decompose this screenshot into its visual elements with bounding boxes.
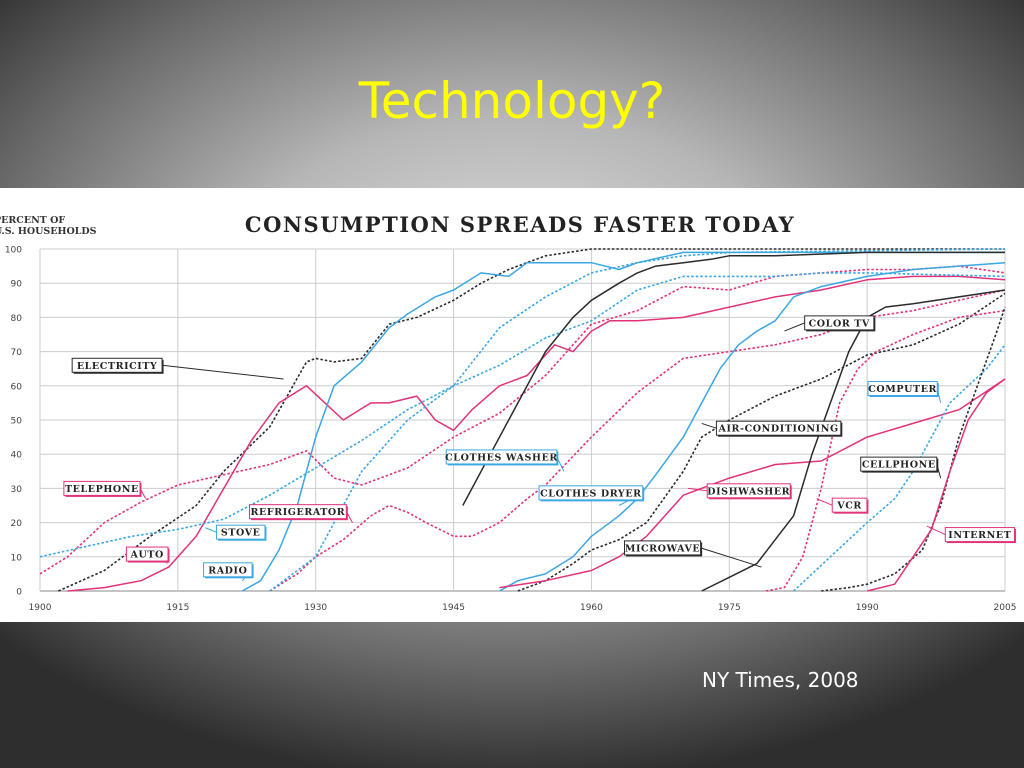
series-line-clothes-washer [269,272,1006,592]
series-line-radio [241,251,1005,592]
y-tick-label: 90 [11,280,23,290]
label-box-clothes-dryer [538,485,644,501]
series-line-microwave [701,289,1006,592]
y-tick-label: 40 [11,451,23,461]
x-tick-label: 1930 [304,603,327,613]
chart-title: CONSUMPTION SPREADS FASTER TODAY [245,212,795,237]
label-leader-color-tv [784,322,805,332]
series-label-electricity: ELECTRICITY [77,361,158,372]
series-label-internet: INTERNET [948,530,1011,541]
label-box-air-conditioning [715,420,842,436]
series-line-air-conditioning [517,292,1006,592]
label-box-cellphone [860,456,938,472]
series-line-vcr [765,309,1006,592]
series-label-vcr: VCR [836,501,862,512]
label-box-auto [125,546,169,562]
series-line-dishwasher [499,378,1006,589]
source-credit: NY Times, 2008 [702,668,859,692]
series-label-cellphone: CELLPHONE [862,460,936,471]
label-leader-internet [926,525,946,536]
y-tick-label: 100 [5,246,22,256]
label-box-vcr [831,497,868,513]
y-tick-label: 30 [11,485,23,495]
label-box-telephone [63,480,141,496]
y-tick-label: 60 [11,382,23,392]
y-tick-label: 20 [11,519,23,529]
label-box-computer [867,381,938,397]
y-tick-label: 50 [11,417,23,427]
series-label-computer: COMPUTER [868,384,937,395]
label-box-dishwasher [706,483,791,499]
y-tick-label: 10 [11,553,23,563]
label-leader-vcr [816,498,833,506]
series-label-color-tv: COLOR TV [809,318,870,329]
x-tick-label: 1990 [856,603,879,613]
series-label-clothes-washer: CLOTHES WASHER [445,452,558,463]
series-label-auto: AUTO [129,550,163,561]
series-label-air-conditioning: AIR-CONDITIONING [718,424,839,435]
series-label-microwave: MICROWAVE [625,543,700,554]
label-box-electricity [71,357,163,373]
label-box-microwave [624,540,702,556]
slide-title: Technology? [358,72,666,130]
series-line-stove [39,248,1006,558]
series-label-refrigerator: REFRIGERATOR [251,507,346,518]
y-axis-label-line-2: U.S. HOUSEHOLDS [0,226,97,237]
series-line-clothes-dryer [499,261,1006,592]
label-box-stove [215,524,266,540]
series-label-telephone: TELEPHONE [65,484,139,495]
series-line-computer [793,344,1006,592]
label-box-internet [944,527,1015,543]
series-label-stove: STOVE [221,528,261,539]
label-box-refrigerator [249,504,347,520]
series-line-internet [866,378,1006,592]
label-leader-microwave [700,547,762,568]
y-axis-label-line-1: PERCENT OF [0,215,65,226]
line-chart: PERCENT OF U.S. HOUSEHOLDS CONSUMPTION S… [0,212,1017,614]
label-box-clothes-washer [445,449,558,465]
grid: 0 10 20 30 40 50 60 70 80 90 100 1900 1915 1930 1945 19… [5,246,1017,614]
label-leader-air-conditioning [701,422,717,429]
series-line-electricity [58,248,1005,592]
label-leader-stove [205,527,217,533]
y-tick-label: 0 [16,588,22,598]
label-leader-dishwasher [687,487,708,492]
x-tick-label: 2005 [994,603,1017,613]
series-line-color-tv [462,251,1005,506]
series-line-auto [67,275,1006,592]
x-tick-label: 1960 [580,603,603,613]
x-tick-label: 1915 [166,603,189,613]
series-label-dishwasher: DISHWASHER [707,486,790,497]
series-line-telephone [39,265,1006,575]
label-leader-electricity [162,364,284,380]
series-label-layer: ELECTRICITY TELEPHONE AUTO STOVE RADIO REFRIG… [63,315,1016,582]
y-tick-label: 70 [11,348,23,358]
y-tick-label: 80 [11,314,23,324]
series-line-cellphone [821,306,1006,592]
label-box-radio [203,562,253,578]
x-tick-label: 1900 [29,603,52,613]
series-label-clothes-dryer: CLOTHES DRYER [540,488,642,499]
label-box-color-tv [804,315,875,331]
series-label-radio: RADIO [208,565,247,576]
chart-panel: PERCENT OF U.S. HOUSEHOLDS CONSUMPTION S… [0,188,1024,622]
x-tick-label: 1975 [718,603,741,613]
x-tick-label: 1945 [442,603,465,613]
